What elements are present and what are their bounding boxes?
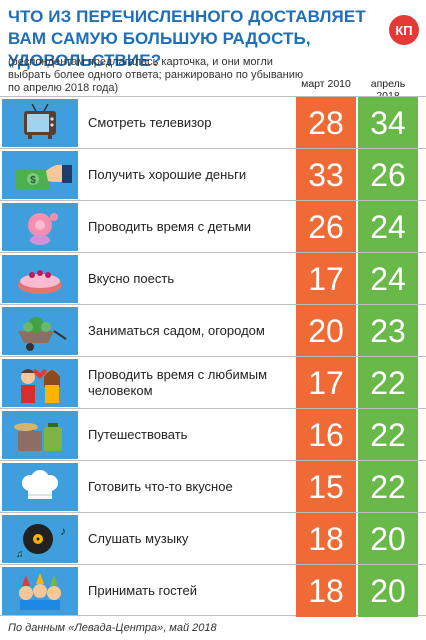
svg-text:$: $: [30, 175, 36, 186]
row-label: Проводить время с детьми: [88, 219, 252, 234]
value-march-2010: 17: [296, 253, 356, 305]
value-march-2010: 16: [296, 409, 356, 461]
row-label: Путешествовать: [88, 427, 188, 442]
svg-text:♪: ♪: [60, 524, 66, 538]
value-april-2018: 22: [358, 461, 418, 513]
table-row: Смотреть телевизор 28 34: [0, 96, 426, 149]
source-note: По данным «Левада-Центра», май 2018: [8, 622, 217, 634]
table-row: Путешествовать 16 22: [0, 408, 426, 461]
column-header-march-2010: март 2010: [301, 78, 351, 90]
svg-text:♫: ♫: [16, 549, 24, 560]
money-icon: $: [2, 151, 78, 199]
table-row: Проводить время с любимым человеком 17 22: [0, 356, 426, 409]
pacifier-icon: [2, 203, 78, 251]
value-march-2010: 15: [296, 461, 356, 513]
row-label: Слушать музыку: [88, 531, 189, 546]
row-label: Заниматься садом, огородом: [88, 323, 265, 338]
value-april-2018: 20: [358, 565, 418, 617]
value-april-2018: 22: [358, 409, 418, 461]
value-march-2010: 33: [296, 149, 356, 201]
value-march-2010: 18: [296, 513, 356, 565]
kp-logo-icon: КП: [389, 15, 419, 45]
value-april-2018: 24: [358, 253, 418, 305]
value-april-2018: 34: [358, 97, 418, 149]
cake-icon: [2, 255, 78, 303]
value-march-2010: 17: [296, 357, 356, 409]
wheelbarrow-icon: [2, 307, 78, 355]
table-row: ♪ ♫ Слушать музыку 18 20: [0, 512, 426, 565]
table-row: Вкусно поесть 17 24: [0, 252, 426, 305]
table-row: Готовить что-то вкусное 15 22: [0, 460, 426, 513]
value-march-2010: 18: [296, 565, 356, 617]
value-april-2018: 24: [358, 201, 418, 253]
value-april-2018: 26: [358, 149, 418, 201]
row-label: Вкусно поесть: [88, 271, 175, 286]
chart-subtitle: (респондентам предлагалась карточка, и о…: [8, 56, 304, 94]
table-row: Принимать гостей 18 20: [0, 564, 426, 617]
table-row: Заниматься садом, огородом 20 23: [0, 304, 426, 357]
row-label: Получить хорошие деньги: [88, 167, 247, 182]
row-label: Смотреть телевизор: [88, 115, 212, 130]
value-march-2010: 26: [296, 201, 356, 253]
table-row: Проводить время с детьми 26 24: [0, 200, 426, 253]
party-icon: [2, 567, 78, 615]
svg-text:КП: КП: [395, 23, 412, 38]
tv-icon: [2, 99, 78, 147]
chart-title: ЧТО ИЗ ПЕРЕЧИСЛЕННОГО ДОСТАВЛЯЕТ ВАМ САМ…: [8, 7, 366, 70]
row-label: Принимать гостей: [88, 583, 197, 598]
suitcase-icon: [2, 411, 78, 459]
row-label: Проводить время с любимым человеком: [88, 367, 268, 398]
value-april-2018: 23: [358, 305, 418, 357]
vinyl-record-icon: ♪ ♫: [2, 515, 78, 563]
value-april-2018: 20: [358, 513, 418, 565]
couple-icon: [2, 359, 78, 407]
row-label: Готовить что-то вкусное: [88, 479, 233, 494]
table-row: $ Получить хорошие деньги 33 26: [0, 148, 426, 201]
value-march-2010: 28: [296, 97, 356, 149]
chef-hat-icon: [2, 463, 78, 511]
value-march-2010: 20: [296, 305, 356, 357]
value-april-2018: 22: [358, 357, 418, 409]
